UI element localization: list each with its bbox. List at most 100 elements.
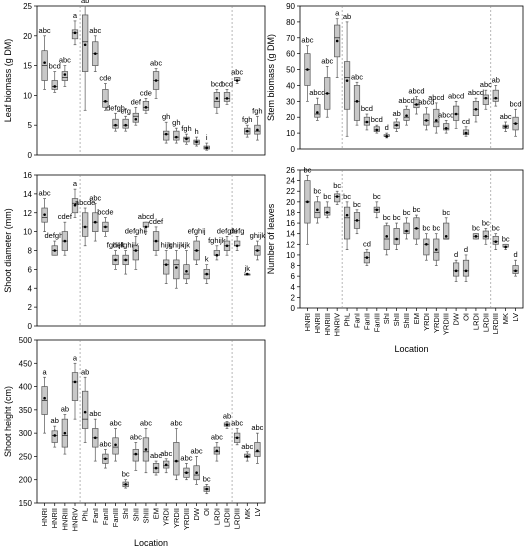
box-PhL: ab <box>81 0 89 111</box>
box-YRDI: gh <box>162 112 170 144</box>
box-iqr <box>122 118 129 129</box>
box-HNRIII: abc <box>59 56 71 87</box>
x-tick-label: ShIII <box>402 313 411 328</box>
box-iqr <box>51 80 58 90</box>
significance-letter: bc <box>422 224 430 233</box>
mean-dot <box>365 256 369 259</box>
mean-dot <box>494 240 498 243</box>
mean-dot <box>63 239 67 243</box>
y-tick-label: 50 <box>286 66 295 75</box>
significance-letter: d <box>464 245 468 254</box>
box-iqr <box>314 104 321 118</box>
x-tick-label: LRDII <box>223 508 232 527</box>
x-tick-label: LRDI <box>212 508 221 525</box>
box-DW: abc <box>191 446 203 485</box>
y-tick-label: 12 <box>23 209 32 218</box>
x-axis-label: Location <box>394 344 428 354</box>
box-ShI: defghijk <box>113 241 139 275</box>
mean-dot <box>63 73 67 76</box>
box-LRDI: bc <box>472 224 480 240</box>
significance-letter: bc <box>203 474 211 483</box>
x-tick-label: HNRIV <box>71 508 80 531</box>
significance-letter: hijk <box>161 241 173 250</box>
x-tick-label: LV <box>511 313 520 322</box>
mean-dot <box>385 235 389 238</box>
significance-letter: bc <box>482 218 490 227</box>
mean-dot <box>93 52 97 55</box>
mean-dot <box>114 443 117 447</box>
mean-dot <box>474 107 478 111</box>
y-tick-label: 15 <box>23 62 32 71</box>
significance-letter: ab <box>81 0 89 5</box>
mean-dot <box>256 128 259 132</box>
significance-letter: abcd <box>138 212 154 221</box>
significance-letter: d <box>454 250 458 259</box>
box-iqr <box>403 222 410 235</box>
mean-dot <box>134 452 138 456</box>
significance-letter: abc <box>150 451 162 460</box>
significance-letter: bc <box>412 205 420 214</box>
box-FanI: abc <box>89 26 102 72</box>
significance-letter: abcd <box>398 96 414 105</box>
box-HNRIII: abc <box>321 56 334 118</box>
mean-dot <box>83 225 87 229</box>
significance-letter: a <box>73 11 78 20</box>
significance-letter: gh <box>162 112 170 121</box>
mean-dot <box>104 100 107 103</box>
x-tick-label: ShII <box>392 313 401 326</box>
significance-letter: fghijk <box>208 236 226 245</box>
mean-dot <box>306 68 309 71</box>
box-iqr <box>462 259 470 277</box>
y-tick-label: 16 <box>23 171 32 180</box>
significance-letter: abcd <box>438 110 454 119</box>
significance-letter: bc <box>502 234 510 243</box>
box-FanIII: bc <box>373 192 381 219</box>
mean-dot <box>464 269 468 273</box>
box-iqr <box>163 130 170 141</box>
y-tick-label: 10 <box>286 251 295 260</box>
y-tick-label: 350 <box>19 406 33 415</box>
x-tick-label: YRDI <box>162 508 171 526</box>
y-tick-label: 14 <box>286 230 295 239</box>
y-tick-label: 450 <box>19 359 33 368</box>
significance-letter: abc <box>39 26 51 35</box>
box-iqr <box>71 29 79 40</box>
box-OI: k <box>203 255 210 284</box>
mean-dot <box>504 125 507 129</box>
mean-dot <box>124 123 127 127</box>
box-FanI: abc <box>89 193 102 242</box>
plot-frame <box>36 174 266 327</box>
x-tick-label: HNRIII <box>323 313 332 336</box>
box-iqr <box>61 71 69 81</box>
mean-dot <box>93 220 97 224</box>
box-LV: fgh <box>252 106 263 141</box>
mean-dot <box>185 471 188 475</box>
mean-dot <box>235 79 239 82</box>
mean-dot <box>43 213 46 216</box>
box-YRDIII: abc <box>180 453 193 481</box>
y-tick-label: 20 <box>286 198 295 207</box>
mean-dot <box>124 483 127 486</box>
y-tick-label: 12 <box>286 240 295 249</box>
box-YRDIII: abcd <box>438 110 454 134</box>
x-tick-label: HNRIV <box>333 313 342 336</box>
mean-dot <box>83 43 87 47</box>
significance-letter: abcd <box>448 91 464 100</box>
significance-letter: ab <box>51 416 59 425</box>
y-tick-label: 150 <box>19 499 33 508</box>
box-iqr <box>132 112 139 123</box>
significance-letter: abc <box>59 56 71 65</box>
box-YRDII: abcd <box>428 93 444 134</box>
mean-dot <box>245 129 249 133</box>
y-tick-label: 30 <box>286 97 295 106</box>
box-OI: d <box>462 245 470 282</box>
box-LRDI: bcd <box>211 79 223 114</box>
significance-letter: bc <box>472 224 480 233</box>
significance-letter: efghij <box>188 226 206 235</box>
mean-dot <box>454 269 458 273</box>
mean-dot <box>104 225 107 229</box>
significance-letter: gh <box>172 118 180 127</box>
x-tick-label: HNRII <box>50 508 59 528</box>
mean-dot <box>235 244 239 248</box>
mean-dot <box>425 119 428 122</box>
